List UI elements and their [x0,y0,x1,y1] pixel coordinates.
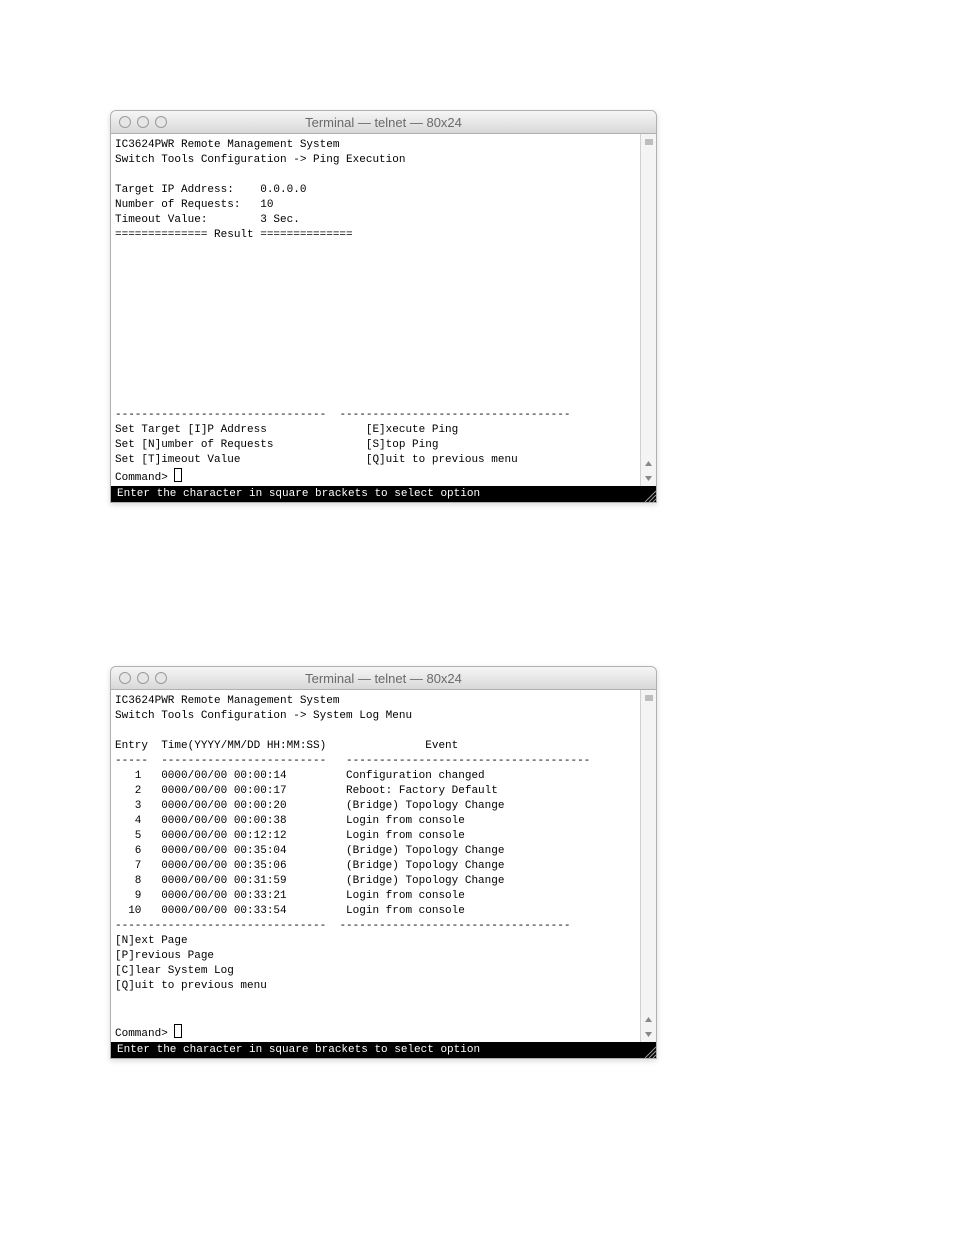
terminal-content[interactable]: IC3624PWR Remote Management System Switc… [111,690,640,1042]
terminal-window-ping: Terminal — telnet — 80x24 IC3624PWR Remo… [110,110,657,503]
zoom-icon[interactable] [155,672,167,684]
minimize-icon[interactable] [137,672,149,684]
status-bar: Enter the character in square brackets t… [111,1042,656,1058]
window-title: Terminal — telnet — 80x24 [111,115,656,130]
resize-handle-icon[interactable] [641,487,657,503]
close-icon[interactable] [119,116,131,128]
status-bar: Enter the character in square brackets t… [111,486,656,502]
terminal-content[interactable]: IC3624PWR Remote Management System Switc… [111,134,640,486]
scroll-indicator-icon [641,134,656,149]
scrollbar[interactable] [640,690,656,1042]
traffic-lights [119,672,167,684]
cursor-icon [174,468,182,482]
traffic-lights [119,116,167,128]
scroll-up-icon[interactable] [641,1012,656,1027]
close-icon[interactable] [119,672,131,684]
cursor-icon [174,1024,182,1038]
scroll-down-icon[interactable] [641,1027,656,1042]
scroll-down-icon[interactable] [641,471,656,486]
zoom-icon[interactable] [155,116,167,128]
titlebar[interactable]: Terminal — telnet — 80x24 [111,111,656,134]
titlebar[interactable]: Terminal — telnet — 80x24 [111,667,656,690]
terminal-window-syslog: Terminal — telnet — 80x24 IC3624PWR Remo… [110,666,657,1059]
scroll-up-icon[interactable] [641,456,656,471]
scroll-indicator-icon [641,690,656,705]
window-title: Terminal — telnet — 80x24 [111,671,656,686]
resize-handle-icon[interactable] [641,1043,657,1059]
scrollbar[interactable] [640,134,656,486]
minimize-icon[interactable] [137,116,149,128]
